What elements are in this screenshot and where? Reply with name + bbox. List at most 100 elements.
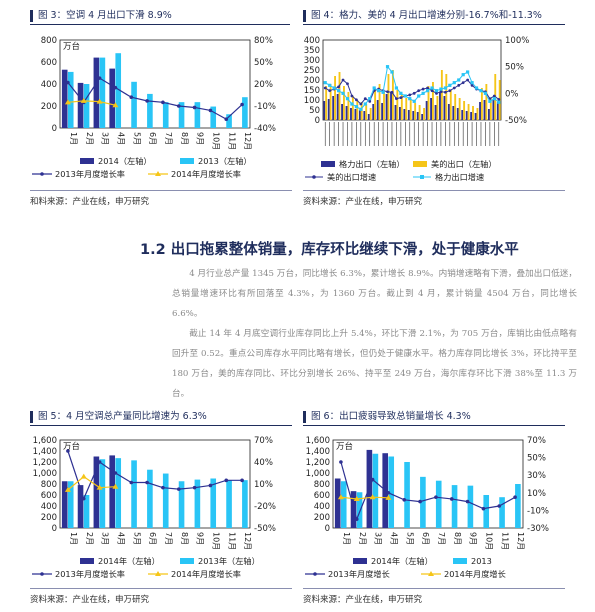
line-marker xyxy=(430,89,434,93)
y-left-tick-label: 50 xyxy=(309,106,320,116)
bar xyxy=(67,481,74,528)
y-unit-label: 万台 xyxy=(336,441,353,452)
fig3-source: 和料来源：产业在线，申万研究 xyxy=(30,197,150,207)
series-line xyxy=(324,79,500,105)
legend-label: 2014（左轴） xyxy=(98,156,152,166)
legend-label: 2014年月度增长率 xyxy=(171,569,241,579)
line-marker xyxy=(97,76,102,80)
y-right-tick-label: -50% xyxy=(505,116,527,126)
line-marker xyxy=(386,90,389,94)
bar xyxy=(423,108,425,120)
y-right-tick-label: -50% xyxy=(254,524,276,534)
y-right-tick-label: 10% xyxy=(527,489,546,499)
legend-label: 2013年（左轴） xyxy=(198,556,260,566)
line-marker xyxy=(461,73,465,77)
x-tick-label: 2月 xyxy=(85,132,94,145)
x-tick-label: 12月 xyxy=(516,532,525,550)
line-marker xyxy=(435,91,438,95)
legend-label: 2014年（左轴） xyxy=(98,556,160,566)
line-marker xyxy=(208,108,213,113)
line-marker xyxy=(81,496,86,501)
line-marker xyxy=(492,94,496,98)
x-tick-label: 8月 xyxy=(180,532,189,545)
bar xyxy=(449,90,452,120)
x-tick-label: 5月 xyxy=(132,532,141,545)
x-tick-label: 10月 xyxy=(211,532,220,550)
line-marker xyxy=(337,85,340,89)
bar xyxy=(226,114,232,128)
bar xyxy=(178,102,185,128)
section-heading: 1.2 出口拖累整体销量，库存环比继续下滑，处于健康水平 xyxy=(140,242,519,258)
x-tick-label: 8月 xyxy=(180,132,189,145)
y-right-tick-label: -40% xyxy=(254,124,276,134)
bar xyxy=(226,480,232,528)
line-marker xyxy=(418,499,422,504)
line-marker xyxy=(434,89,439,93)
bar xyxy=(162,473,169,528)
bar xyxy=(347,92,350,120)
bar xyxy=(381,103,384,120)
bar xyxy=(194,479,201,528)
line-marker xyxy=(399,91,403,95)
line-marker xyxy=(224,117,229,121)
series-line xyxy=(340,496,389,500)
line-marker xyxy=(354,98,358,102)
bar xyxy=(131,81,137,128)
bar xyxy=(456,108,459,120)
legend-swatch xyxy=(453,558,467,564)
bar xyxy=(210,106,217,128)
line-marker xyxy=(240,102,244,107)
bar xyxy=(77,485,84,528)
y-right-tick-label: 20% xyxy=(254,80,273,90)
line-marker xyxy=(341,78,345,82)
x-tick-label: 7月 xyxy=(164,132,173,145)
line-marker xyxy=(339,460,343,464)
bar xyxy=(399,107,401,120)
bar xyxy=(115,458,122,528)
line-marker xyxy=(208,483,213,488)
bar xyxy=(400,94,403,120)
plot-frame xyxy=(322,39,502,121)
series-line xyxy=(324,65,500,110)
line-marker xyxy=(363,102,367,106)
bar xyxy=(432,82,434,120)
bar xyxy=(372,453,379,528)
y-right-tick-label: 50% xyxy=(254,58,273,68)
line-marker xyxy=(425,89,430,93)
bar xyxy=(463,101,466,120)
y-right-tick-label: -20% xyxy=(254,502,276,512)
bar xyxy=(242,480,248,528)
x-tick-label: 12月 xyxy=(243,132,252,150)
bar xyxy=(367,114,370,120)
line-marker xyxy=(336,89,341,93)
series-line xyxy=(67,77,243,120)
line-marker xyxy=(443,86,447,90)
line-marker xyxy=(350,102,354,106)
y-left-tick-label: 0 xyxy=(52,524,57,534)
bar xyxy=(360,102,363,120)
x-tick-label: 2月 xyxy=(85,532,94,545)
bar xyxy=(336,94,339,120)
line-marker xyxy=(323,81,327,85)
bar xyxy=(394,105,397,120)
bar xyxy=(412,111,415,120)
plot-frame xyxy=(59,439,251,529)
line-marker xyxy=(161,100,165,105)
bar xyxy=(420,476,426,528)
line-marker xyxy=(176,104,181,108)
bar xyxy=(461,110,464,120)
y-left-tick-label: 400 xyxy=(41,80,57,90)
x-tick-label: 3月 xyxy=(374,532,383,545)
series-line xyxy=(67,450,243,501)
bar xyxy=(489,98,492,120)
line-marker xyxy=(479,89,483,93)
line-marker xyxy=(408,97,412,101)
x-tick-label: 3月 xyxy=(101,532,110,545)
bar xyxy=(341,104,344,120)
line-marker xyxy=(240,478,244,483)
y-left-tick-label: 1,600 xyxy=(306,436,330,446)
line-marker xyxy=(430,86,434,90)
bar xyxy=(334,478,341,528)
legend-label: 2013年月度增长率 xyxy=(55,169,125,179)
